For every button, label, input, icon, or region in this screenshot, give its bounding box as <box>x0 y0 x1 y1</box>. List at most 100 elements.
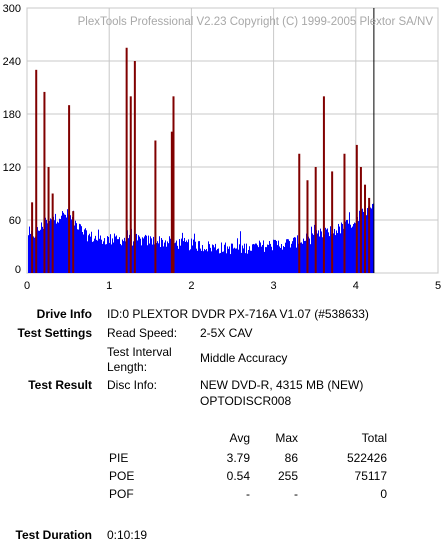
pie-bar <box>79 223 80 273</box>
pie-bar <box>138 235 139 273</box>
pie-bar <box>129 234 130 273</box>
pie-bar <box>274 239 275 273</box>
disc-info-line1: NEW DVD-R, 4315 MB (NEW) <box>200 378 364 392</box>
pie-bar <box>242 245 243 273</box>
pie-bar <box>89 233 90 273</box>
pie-bar <box>186 240 187 273</box>
test-duration-label: Test Duration <box>15 528 92 542</box>
header-max: Max <box>275 431 298 445</box>
pie-bar <box>205 250 206 273</box>
pie-bar <box>213 245 214 273</box>
pie-bar <box>88 235 89 273</box>
pie-bar <box>124 237 125 273</box>
pie-bar <box>273 239 274 273</box>
pie-bar <box>207 251 208 273</box>
pie-bar <box>141 245 142 273</box>
pie-bar <box>170 238 171 273</box>
pie-bar <box>359 210 360 273</box>
pie-bar <box>109 242 110 273</box>
pie-bar <box>196 248 197 273</box>
test-result-label: Test Result <box>28 378 92 392</box>
pie-bar <box>70 215 71 273</box>
pie-bar <box>352 226 353 273</box>
poe-spike <box>125 47 128 273</box>
pie-bar <box>77 229 78 273</box>
pie-bar <box>201 250 202 273</box>
row-max: 86 <box>284 451 298 465</box>
pie-bar <box>119 237 120 273</box>
pie-bar <box>345 221 346 273</box>
pie-bar <box>241 252 242 273</box>
pie-bar <box>108 236 109 273</box>
pie-bar <box>78 229 79 273</box>
pie-bar <box>229 246 230 273</box>
pie-bar <box>278 240 279 273</box>
pie-bar <box>168 243 169 273</box>
poe-spike <box>129 96 132 273</box>
poe-spike <box>51 193 54 273</box>
pie-bar <box>28 235 29 273</box>
pie-bar <box>156 242 157 273</box>
poe-spike <box>35 69 38 273</box>
pie-bar <box>219 253 220 273</box>
pie-bar <box>227 246 228 273</box>
pie-bar <box>349 212 350 273</box>
pie-bar <box>243 248 244 273</box>
pie-bar <box>42 226 43 273</box>
pie-bar <box>100 235 101 273</box>
pie-bar <box>193 239 194 273</box>
x-tick-label: 2 <box>188 280 194 292</box>
pie-bar <box>125 241 126 273</box>
pie-bar <box>132 245 133 273</box>
pie-bar <box>58 222 59 273</box>
pie-bar <box>82 231 83 273</box>
pie-bar <box>371 208 372 273</box>
pie-bar <box>204 249 205 273</box>
pie-bar <box>236 248 237 273</box>
pie-bar <box>322 237 323 273</box>
pie-bar <box>254 244 255 273</box>
pie-bar <box>268 244 269 273</box>
pie-bar <box>293 237 294 273</box>
pie-bar <box>329 236 330 273</box>
header-avg: Avg <box>229 431 250 445</box>
pie-bar <box>264 251 265 273</box>
pie-bar <box>67 209 68 273</box>
pie-bar <box>328 232 329 273</box>
pie-bar <box>120 243 121 273</box>
pie-bar <box>157 241 158 273</box>
pie-bar <box>330 226 331 273</box>
pie-bar <box>239 244 240 273</box>
pie-bar <box>140 238 141 273</box>
pie-bar <box>159 236 160 273</box>
row-avg: - <box>246 487 250 501</box>
pie-bar <box>80 224 81 273</box>
pie-bar <box>85 228 86 273</box>
pie-bar <box>350 224 351 273</box>
drive-info-label: Drive Info <box>36 307 92 321</box>
pie-bar <box>115 236 116 273</box>
pie-bar <box>217 248 218 273</box>
pie-bar <box>137 240 138 273</box>
pie-bar <box>226 253 227 273</box>
pie-bar <box>237 238 238 273</box>
pie-bar <box>122 239 123 273</box>
pie-bar <box>57 221 58 273</box>
pie-bar <box>333 233 334 273</box>
pie-bar <box>50 218 51 273</box>
pie-bar <box>230 254 231 273</box>
pie-bar <box>366 215 367 273</box>
row-total: 0 <box>380 487 387 501</box>
pie-bar <box>33 236 34 273</box>
pie-bar <box>162 239 163 273</box>
pie-bar <box>175 242 176 273</box>
x-tick-label: 5 <box>435 280 441 292</box>
pie-bar <box>174 243 175 273</box>
pie-bar <box>152 244 153 273</box>
pie-bar <box>223 251 224 273</box>
pie-bar <box>240 231 241 273</box>
pie-bar <box>128 238 129 273</box>
pie-bar <box>66 217 67 273</box>
pie-bar <box>192 245 193 273</box>
y-tick-label: 120 <box>3 162 21 174</box>
